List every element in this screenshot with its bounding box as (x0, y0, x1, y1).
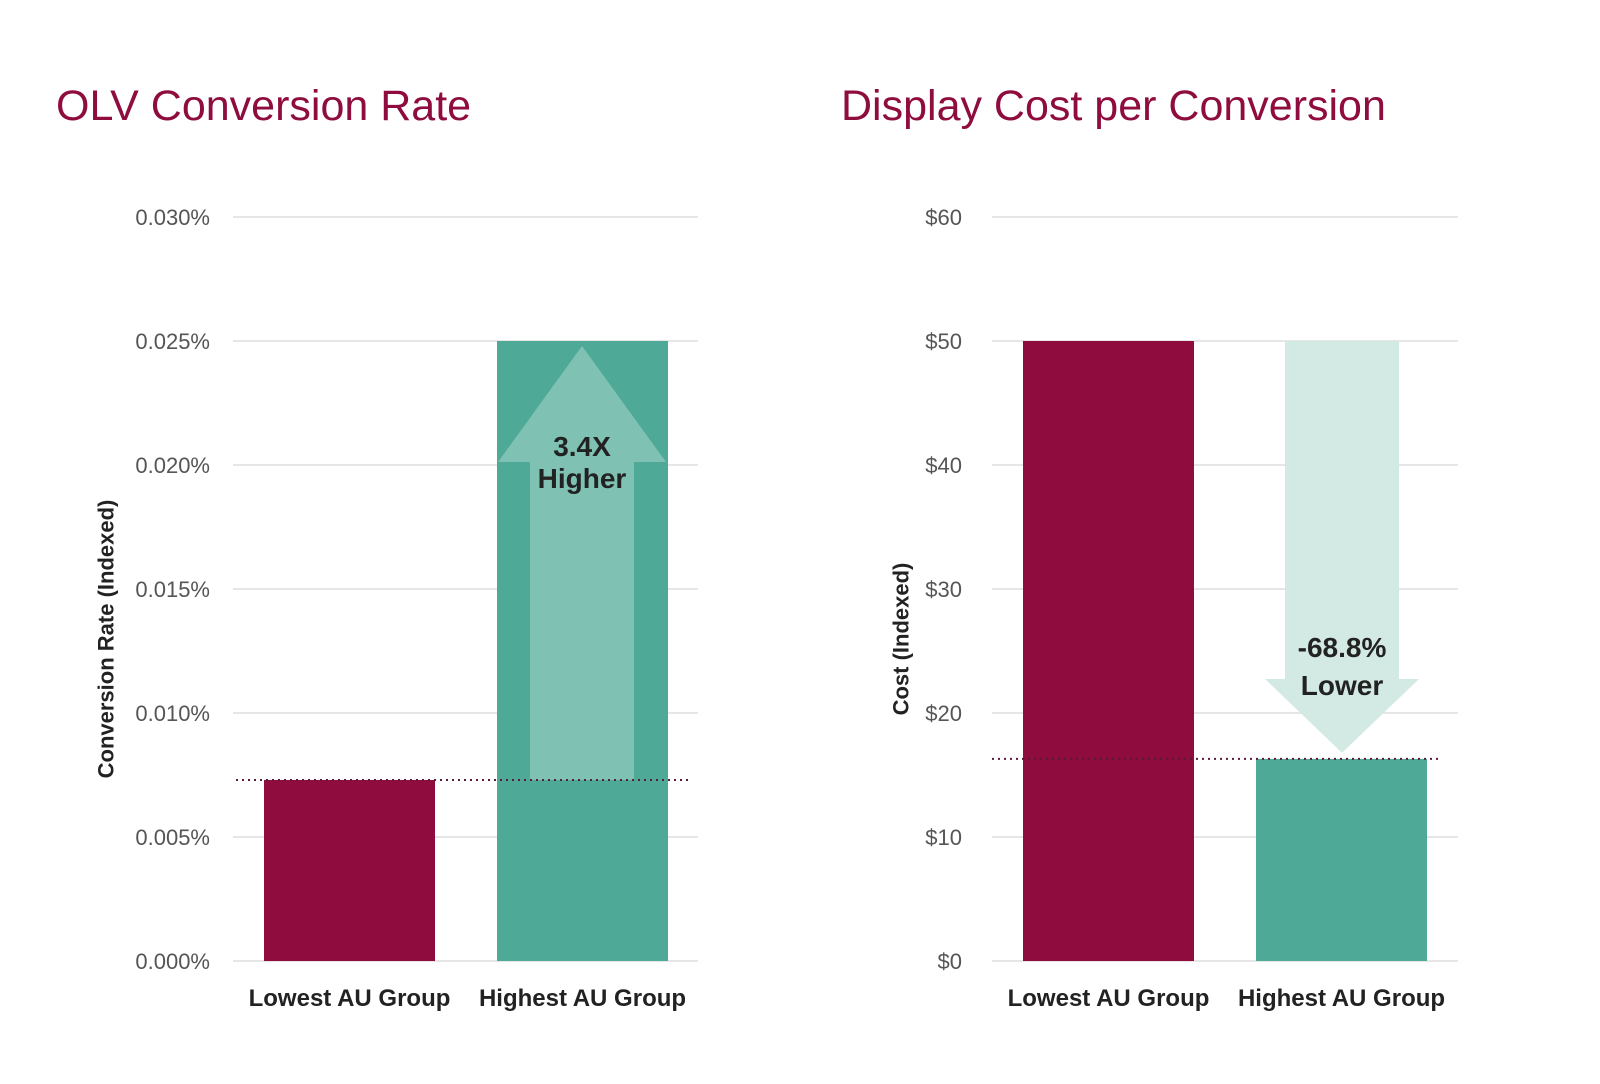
y-tick-label: $60 (925, 205, 962, 230)
y-tick-label: $30 (925, 577, 962, 602)
up-arrow-icon (498, 346, 666, 780)
x-category-label: Lowest AU Group (249, 985, 451, 1012)
y-tick-label: 0.010% (135, 701, 210, 726)
annotation-label: Higher (538, 463, 627, 494)
down-arrow-icon (1265, 341, 1419, 753)
annotation-value: -68.8% (1298, 632, 1387, 663)
bar-lowest-au-group (264, 779, 435, 961)
y-tick-label: 0.005% (135, 825, 210, 850)
y-tick-label: 0.015% (135, 577, 210, 602)
chart-title: OLV Conversion Rate (56, 82, 472, 130)
y-tick-label: 0.020% (135, 453, 210, 478)
chart-panel-conversion-rate: OLV Conversion Rate 0.000% 0.005% 0.010% 0.… (56, 82, 698, 1012)
bar-lowest-au-group (1023, 341, 1194, 961)
y-tick-label: 0.025% (135, 329, 210, 354)
y-tick-label: $10 (925, 825, 962, 850)
annotation-label: Lower (1301, 670, 1384, 701)
x-category-label: Highest AU Group (479, 985, 686, 1012)
y-tick-label: $0 (938, 949, 962, 974)
y-tick-label: $50 (925, 329, 962, 354)
y-axis-title: Conversion Rate (Indexed) (94, 500, 119, 779)
y-tick-label: 0.030% (135, 205, 210, 230)
conversion-rate-chart: 0.000% 0.005% 0.010% 0.015% 0.020% 0.025% 0.03… (94, 205, 698, 1012)
chart-title: Display Cost per Conversion (841, 82, 1386, 130)
y-axis-title: Cost (Indexed) (889, 563, 914, 716)
x-category-label: Highest AU Group (1238, 985, 1445, 1012)
annotation-value: 3.4X (553, 431, 611, 462)
cost-per-conversion-chart: $0 $10 $20 $30 $40 $50 $60 Cost (Indexed) Lowest… (889, 205, 1458, 1012)
y-tick-label: 0.000% (135, 949, 210, 974)
bar-highest-au-group (1256, 758, 1427, 961)
y-tick-label: $20 (925, 701, 962, 726)
y-tick-label: $40 (925, 453, 962, 478)
x-category-label: Lowest AU Group (1008, 985, 1210, 1012)
chart-panel-cost-per-conversion: Display Cost per Conversion $0 $10 $20 $30 $… (800, 0, 1600, 1084)
